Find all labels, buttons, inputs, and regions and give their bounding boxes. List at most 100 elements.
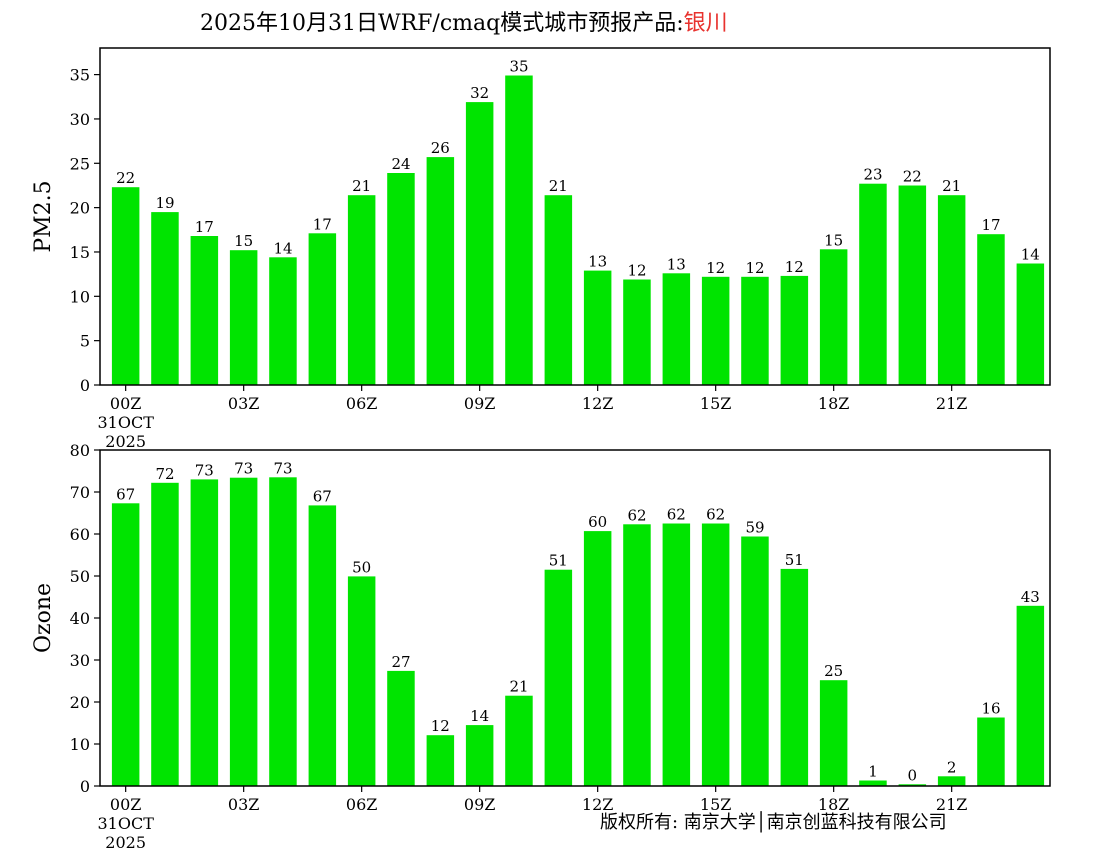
pm25-bar-5	[308, 233, 337, 385]
pm25-bar-18	[819, 249, 848, 385]
ozone-bar-2	[190, 479, 219, 786]
ozone-value-label-13: 62	[627, 506, 646, 524]
pm25-ytick-label-1: 5	[80, 332, 90, 351]
pm25-bar-12	[583, 270, 612, 385]
pm25-bar-4	[269, 257, 297, 385]
ozone-ytick-label-3: 30	[70, 651, 90, 670]
ozone-value-label-18: 25	[824, 662, 843, 680]
pm25-value-label-4: 14	[273, 239, 292, 257]
pm25-value-label-1: 19	[155, 194, 174, 212]
ozone-bar-4	[269, 477, 297, 786]
chart-title: 2025年10月31日WRF/cmaq模式城市预报产品:银川	[200, 11, 728, 36]
ozone-bar-14	[662, 523, 691, 786]
pm25-ytick-label-0: 0	[80, 376, 90, 395]
ozone-bar-20	[898, 784, 927, 786]
pm25-value-label-16: 12	[745, 259, 764, 277]
pm25-bar-1	[151, 212, 179, 385]
ozone-bar-17	[780, 568, 809, 786]
ozone-bar-18	[819, 680, 848, 786]
pm25-value-label-17: 12	[785, 258, 804, 276]
ozone-value-label-6: 50	[352, 558, 371, 576]
copyright-text: 版权所有: 南京大学│南京创蓝科技有限公司	[600, 811, 947, 833]
ozone-ytick-label-2: 20	[70, 693, 90, 712]
ozone-bar-10	[505, 695, 533, 786]
chart-title-city: 银川	[684, 11, 728, 36]
ozone-value-label-4: 73	[273, 459, 292, 477]
ozone-ytick-label-5: 50	[70, 567, 90, 586]
pm25-panel: 22 19 17 15 14 17 21 24 26 32 35 21 13 12 13 12 12 12 15 23…	[31, 47, 1051, 451]
pm25-value-label-6: 21	[352, 177, 371, 195]
pm25-value-label-21: 21	[942, 177, 961, 195]
pm25-bar-20	[898, 185, 927, 385]
pm25-value-label-20: 22	[903, 168, 922, 186]
pm25-value-label-7: 24	[391, 155, 410, 173]
ozone-value-label-10: 21	[509, 678, 528, 696]
ozone-value-label-7: 27	[391, 653, 410, 671]
ozone-xtick-label-3: 09Z	[464, 795, 495, 814]
ozone-value-label-19: 1	[868, 763, 878, 781]
ozone-value-label-11: 51	[549, 552, 568, 570]
ozone-value-label-14: 62	[667, 506, 686, 524]
pm25-bar-22	[977, 234, 1005, 385]
ozone-ytick-label-1: 10	[70, 735, 90, 754]
ozone-value-label-9: 14	[470, 707, 489, 725]
ozone-xtick-label-5: 15Z	[700, 795, 731, 814]
pm25-xtick-label-0: 00Z 31OCT 2025	[97, 394, 154, 451]
ozone-ytick-label-6: 60	[70, 525, 90, 544]
ozone-bar-3	[229, 477, 258, 786]
pm25-value-label-3: 15	[234, 232, 253, 250]
ozone-bar-5	[308, 505, 337, 786]
pm25-bar-16	[741, 276, 769, 385]
ozone-bar-9	[465, 725, 494, 786]
pm25-bar-8	[426, 157, 455, 385]
pm25-bar-19	[859, 183, 887, 385]
ozone-bar-16	[741, 536, 769, 786]
pm25-xtick-label-1: 03Z	[228, 394, 259, 413]
ozone-ytick-label-8: 80	[70, 441, 90, 460]
chart-title-main: 2025年10月31日WRF/cmaq模式城市预报产品:	[200, 11, 684, 36]
pm25-xtick-label-2: 06Z	[346, 394, 377, 413]
ozone-value-label-12: 60	[588, 513, 607, 531]
pm25-value-label-8: 26	[431, 139, 450, 157]
ozone-bar-21	[937, 776, 966, 786]
ozone-xtick-label-7: 21Z	[936, 795, 967, 814]
pm25-bar-10	[505, 75, 533, 385]
pm25-bar-17	[780, 275, 809, 385]
ozone-xtick-label-0: 00Z 31OCT 2025	[97, 795, 154, 850]
ozone-bar-23	[1016, 605, 1045, 786]
pm25-value-label-22: 17	[981, 216, 1000, 234]
pm25-bar-21	[937, 195, 966, 385]
pm25-ytick-label-6: 30	[70, 110, 90, 129]
ozone-bar-8	[426, 735, 455, 786]
pm25-value-label-19: 23	[863, 166, 882, 184]
ozone-xtick-label-4: 12Z	[582, 795, 613, 814]
pm25-xtick-label-6: 18Z	[818, 394, 849, 413]
ozone-bar-0	[111, 503, 140, 786]
pm25-xtick-label-3: 09Z	[464, 394, 495, 413]
pm25-value-label-11: 21	[549, 177, 568, 195]
ozone-value-label-21: 2	[947, 758, 957, 776]
pm25-frame	[99, 47, 1051, 386]
pm25-value-label-12: 13	[588, 253, 607, 271]
pm25-ytick-label-5: 25	[70, 154, 90, 173]
pm25-ylabel: PM2.5	[31, 180, 56, 252]
ozone-value-label-23: 43	[1021, 588, 1040, 606]
pm25-bar-15	[701, 276, 730, 385]
pm25-bar-14	[662, 273, 691, 385]
pm25-value-label-9: 32	[470, 84, 489, 102]
pm25-ytick-label-2: 10	[70, 287, 90, 306]
pm25-bar-11	[544, 195, 573, 385]
pm25-xtick-label-7: 21Z	[936, 394, 967, 413]
ozone-bar-13	[623, 524, 651, 786]
ozone-value-label-5: 67	[313, 487, 332, 505]
pm25-value-label-0: 22	[116, 169, 135, 187]
ozone-bar-7	[387, 670, 415, 786]
ozone-bar-22	[977, 717, 1005, 786]
pm25-value-label-15: 12	[706, 259, 725, 277]
pm25-bar-7	[387, 173, 415, 385]
pm25-ytick-label-3: 15	[70, 243, 90, 262]
pm25-ytick-label-4: 20	[70, 199, 90, 218]
pm25-value-label-5: 17	[313, 215, 332, 233]
ozone-bar-1	[151, 482, 179, 786]
